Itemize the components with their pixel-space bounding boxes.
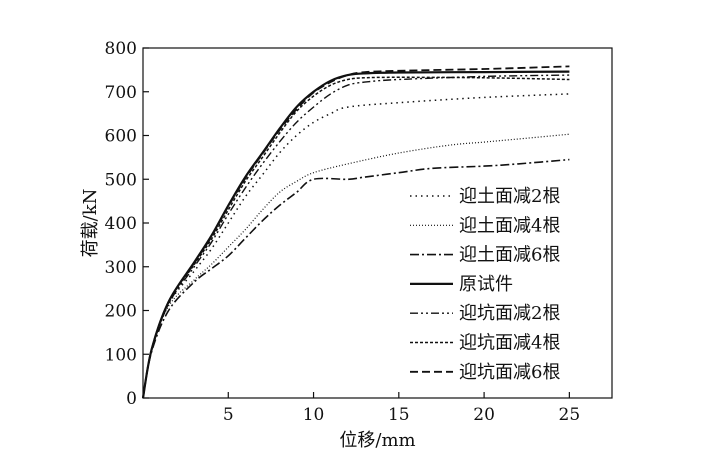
series-line-5 (142, 74, 570, 399)
legend-item: 原试件 (410, 274, 513, 295)
y-tick-label: 500 (105, 170, 137, 190)
legend-item: 迎土面减6根 (410, 245, 560, 266)
y-axis-label: 荷载/kN (80, 189, 101, 258)
series-line-7 (142, 65, 570, 399)
legend-item: 迎土面减4根 (410, 215, 560, 236)
legend-label: 迎土面减2根 (459, 186, 560, 207)
x-tick-label: 20 (473, 405, 495, 425)
ticks-layer: 5 10 15 20 25 0 100 200 300 400 500 600 700 800 (105, 39, 581, 425)
legend-label: 迎坑面减4根 (459, 333, 560, 354)
x-tick-label: 15 (388, 405, 410, 425)
legend-item: 迎土面减2根 (410, 186, 560, 207)
y-tick-label: 0 (126, 389, 137, 409)
y-tick-label: 200 (105, 302, 137, 322)
y-tick-label: 700 (105, 83, 137, 103)
legend-item: 迎坑面减6根 (410, 362, 560, 383)
y-tick-label: 100 (105, 345, 137, 365)
series-layer (141, 65, 570, 399)
legend-label: 原试件 (459, 274, 513, 295)
y-tick-label: 400 (105, 214, 137, 234)
legend-label: 迎坑面减2根 (459, 303, 560, 324)
x-axis-label: 位移/mm (339, 430, 415, 451)
legend-label: 迎土面减6根 (459, 245, 560, 266)
legend-label: 迎土面减4根 (459, 215, 560, 236)
x-tick-label: 5 (223, 405, 234, 425)
legend-item: 迎坑面减4根 (410, 333, 560, 354)
y-tick-label: 800 (105, 39, 137, 59)
x-tick-label: 10 (303, 405, 325, 425)
y-tick-label: 300 (105, 258, 137, 278)
y-tick-label: 600 (105, 127, 137, 147)
series-line-3 (142, 158, 570, 399)
series-line-2 (142, 133, 570, 399)
legend-item: 迎坑面减2根 (410, 303, 560, 324)
legend-label: 迎坑面减6根 (459, 362, 560, 383)
x-tick-label: 25 (559, 405, 581, 425)
